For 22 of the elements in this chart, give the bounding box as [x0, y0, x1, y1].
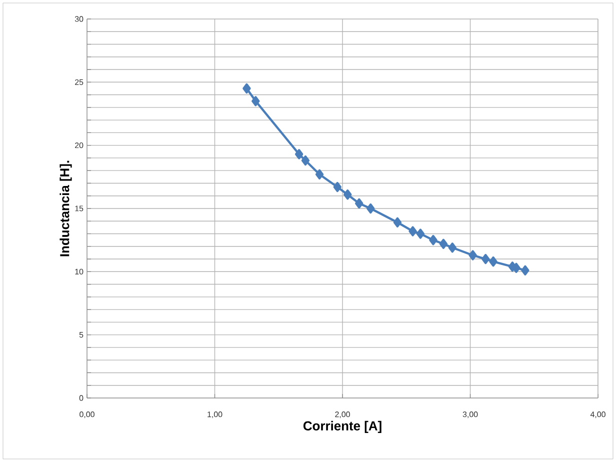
point [333, 182, 342, 192]
point [408, 226, 417, 236]
point [468, 250, 477, 260]
point [521, 265, 530, 276]
point [294, 149, 304, 160]
x-axis-title: Corriente [A] [303, 420, 382, 433]
point [512, 262, 520, 273]
point [252, 96, 260, 106]
point [242, 83, 251, 94]
point [481, 254, 490, 264]
point [489, 256, 498, 267]
point [355, 198, 364, 209]
y-axis-title: Inductancia [H]. [60, 160, 72, 256]
point [429, 234, 438, 246]
point [344, 189, 352, 200]
point [301, 155, 310, 166]
point [416, 228, 425, 239]
point [315, 169, 324, 180]
point [448, 242, 456, 253]
point [393, 217, 402, 228]
point [366, 203, 375, 214]
point [439, 238, 448, 249]
